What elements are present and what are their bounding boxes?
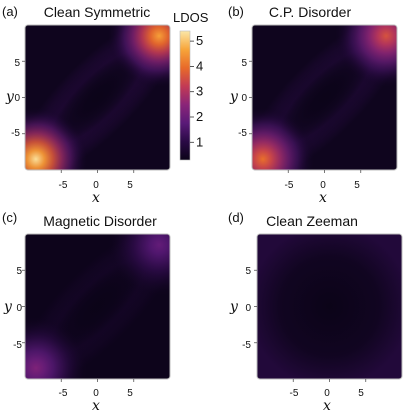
panel-a-ylabel: y bbox=[5, 89, 15, 105]
panel-c-plot bbox=[22, 233, 171, 382]
colorbar-tick-label: 4 bbox=[196, 58, 203, 73]
heatmap-hotspot bbox=[25, 315, 89, 379]
panel-b-xlabel: x bbox=[319, 190, 327, 206]
panel-b-xtick-5: 5 bbox=[354, 180, 360, 191]
panel-d-ytick-5: 5 bbox=[245, 266, 251, 277]
panel-c-letter: (c) bbox=[2, 210, 17, 225]
panel-a-xtick-5: 5 bbox=[127, 180, 133, 191]
panel-c-ylabel: y bbox=[3, 299, 13, 315]
panel-a-ytick-0: 0 bbox=[14, 93, 20, 104]
panel-a-xlabel: x bbox=[92, 190, 100, 206]
panel-c: (c) Magnetic Disorder y 5 0 -5 -5 0 5 x bbox=[2, 210, 171, 414]
panel-b-ytick-5: 5 bbox=[241, 58, 247, 69]
colorbar: LDOS 1 2 3 4 5 bbox=[173, 10, 209, 161]
heatmap-hotspot bbox=[252, 106, 316, 170]
heatmap-hotspot bbox=[333, 25, 397, 89]
panel-b-plot bbox=[249, 24, 398, 173]
panel-b-ytick-0: 0 bbox=[241, 93, 247, 104]
panel-a-letter: (a) bbox=[2, 4, 18, 19]
panel-a-xtick-0: 0 bbox=[93, 180, 99, 191]
panel-c-xtick-neg5: -5 bbox=[59, 388, 68, 399]
panel-d-letter: (d) bbox=[228, 210, 244, 225]
panel-c-ytick-5: 5 bbox=[16, 266, 22, 277]
heatmap-edge-glow bbox=[257, 234, 402, 379]
panel-c-ytick-0: 0 bbox=[16, 303, 22, 314]
panel-b-letter: (b) bbox=[228, 4, 244, 19]
panel-a-title: Clean Symmetric bbox=[44, 4, 151, 20]
panel-c-xlabel: x bbox=[92, 398, 100, 414]
panel-d-xtick-5: 5 bbox=[358, 388, 364, 399]
panel-d-ytick-0: 0 bbox=[245, 303, 251, 314]
panel-b-ytick-neg5: -5 bbox=[238, 128, 247, 139]
panel-a-ytick-neg5: -5 bbox=[11, 128, 20, 139]
panel-d-ytick-neg5: -5 bbox=[242, 340, 251, 351]
panel-a-plot bbox=[22, 24, 171, 173]
heatmap-hotspot bbox=[106, 234, 170, 298]
panel-d-title: Clean Zeeman bbox=[266, 213, 358, 229]
panel-d-xtick-neg5: -5 bbox=[290, 388, 299, 399]
colorbar-tick-label: 1 bbox=[196, 134, 203, 149]
panel-c-xtick-5: 5 bbox=[127, 388, 133, 399]
panel-a-ytick-5: 5 bbox=[14, 58, 20, 69]
panel-a-xtick-neg5: -5 bbox=[59, 180, 68, 191]
colorbar-label: LDOS bbox=[173, 10, 209, 25]
panel-d-ylabel: y bbox=[229, 299, 239, 315]
colorbar-tick-label: 5 bbox=[196, 33, 203, 48]
heatmap-hotspot bbox=[25, 106, 89, 170]
panel-c-ytick-neg5: -5 bbox=[13, 340, 22, 351]
colorbar-gradient bbox=[179, 30, 191, 161]
panel-d-plot bbox=[254, 233, 403, 382]
colorbar-tick-label: 2 bbox=[196, 109, 203, 124]
panel-b-xtick-neg5: -5 bbox=[285, 180, 294, 191]
panel-d-xlabel: x bbox=[323, 398, 331, 414]
panel-b-ylabel: y bbox=[229, 89, 239, 105]
colorbar-tick-label: 3 bbox=[196, 84, 203, 99]
panel-b-title: C.P. Disorder bbox=[269, 4, 352, 20]
panel-c-xtick-0: 0 bbox=[93, 388, 99, 399]
panel-c-title: Magnetic Disorder bbox=[43, 213, 157, 229]
panel-d: (d) Clean Zeeman y 5 0 -5 -5 0 5 x bbox=[228, 210, 403, 414]
panel-b: (b) C.P. Disorder y 5 0 -5 -5 0 5 x bbox=[228, 4, 398, 206]
panel-a: (a) Clean Symmetric y 5 0 -5 -5 0 5 x bbox=[2, 4, 171, 206]
panel-b-xtick-0: 0 bbox=[320, 180, 326, 191]
panel-d-xtick-0: 0 bbox=[324, 388, 330, 399]
heatmap-hotspot bbox=[106, 25, 170, 89]
